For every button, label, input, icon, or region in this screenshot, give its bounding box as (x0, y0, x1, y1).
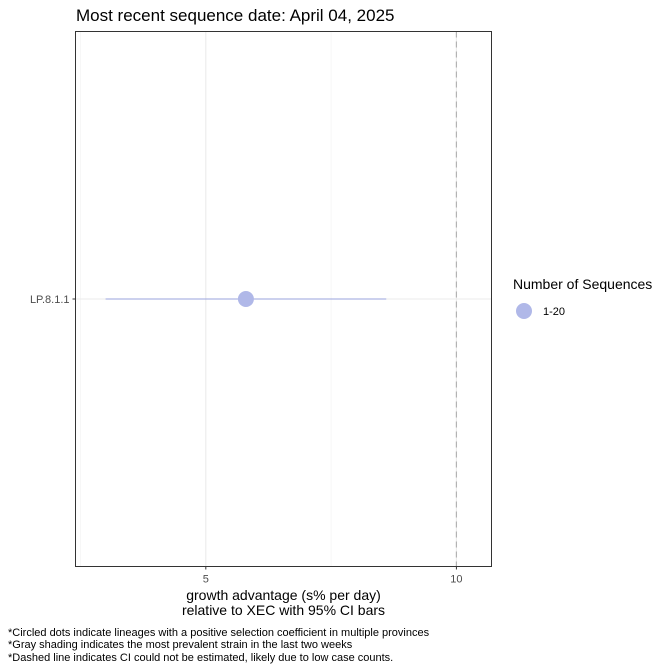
footnote-1: *Circled dots indicate lineages with a p… (8, 627, 430, 639)
legend-entries: 1-20 (516, 303, 565, 319)
x-tick-label-1: 10 (450, 574, 462, 586)
x-tick-label-0: 5 (203, 574, 209, 586)
x-axis-title-line1: growth advantage (s% per day) (186, 587, 381, 603)
data-point-0 (237, 291, 254, 307)
legend-key-0 (516, 303, 532, 319)
y-tick-label-0: LP.8.1.1 (30, 294, 70, 306)
footnote-3: *Dashed line indicates CI could not be e… (8, 652, 393, 664)
y-axis: LP.8.1.1 (30, 294, 76, 306)
footnote-2: *Gray shading indicates the most prevale… (8, 639, 353, 651)
x-axis-title-line2: relative to XEC with 95% CI bars (182, 602, 385, 618)
legend: Number of Sequences 1-20 (513, 276, 652, 319)
chart-title: Most recent sequence date: April 04, 202… (76, 6, 394, 25)
x-axis: 5 10 (203, 566, 463, 586)
legend-title: Number of Sequences (513, 276, 652, 292)
legend-label-0: 1-20 (543, 306, 565, 318)
data-marks (105, 291, 387, 307)
plot-panel (75, 31, 492, 567)
footnotes: *Circled dots indicate lineages with a p… (8, 627, 430, 664)
